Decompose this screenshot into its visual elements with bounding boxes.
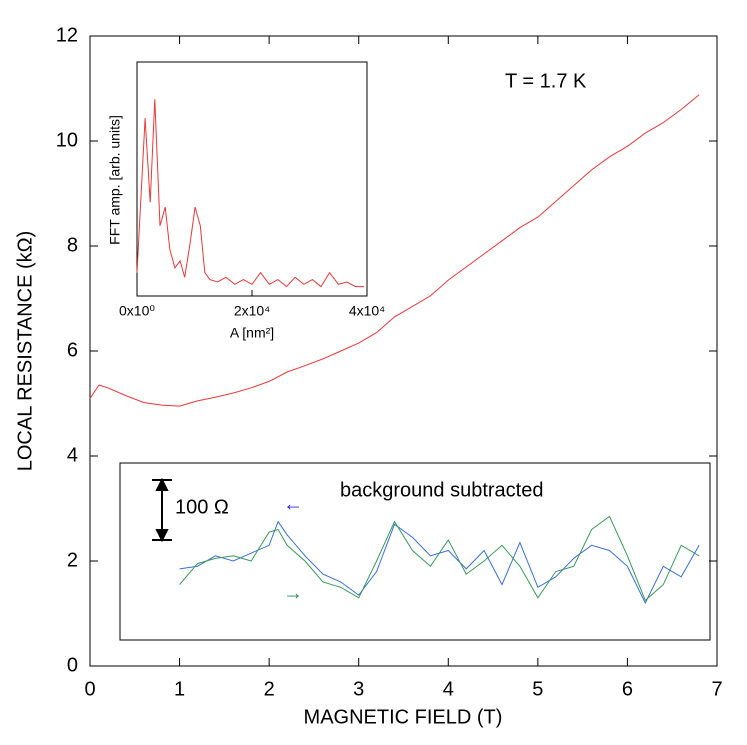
y-tick-label: 2 <box>67 549 78 571</box>
x-tick-label: 7 <box>711 678 722 700</box>
annotation: 100 Ω <box>175 496 229 518</box>
subtracted-inset-frame <box>119 462 711 641</box>
data-line <box>179 520 700 605</box>
y-tick-label: 0 <box>67 654 78 676</box>
annotation: T = 1.7 K <box>505 70 587 92</box>
y-tick-label: 8 <box>67 234 78 256</box>
x-tick-label: 4x10⁴ <box>349 303 385 319</box>
y-tick-label: 12 <box>56 24 78 46</box>
x-tick-label: 5 <box>532 678 543 700</box>
x-tick-label: 2 <box>264 678 275 700</box>
y-tick-label: 10 <box>56 129 78 151</box>
x-tick-label: 0x10⁰ <box>119 303 155 319</box>
annotation: → <box>283 582 303 604</box>
x-tick-label: 0 <box>84 678 95 700</box>
x-axis-label: MAGNETIC FIELD (T) <box>304 706 503 728</box>
plot-frame <box>89 35 718 667</box>
x-tick-label: 2x10⁴ <box>234 303 270 319</box>
scale-bar-arrowhead <box>155 529 169 543</box>
fft-inset-frame <box>136 61 368 297</box>
data-line <box>179 515 700 602</box>
y-axis-label: LOCAL RESISTANCE (kΩ) <box>14 231 36 472</box>
scale-bar <box>152 477 172 543</box>
y-tick-label: 4 <box>67 444 78 466</box>
data-line <box>89 94 700 407</box>
scale-bar-arrowhead <box>155 477 169 491</box>
inset-y-axis-label: FFT amp. [arb. units] <box>107 115 123 245</box>
inset-x-axis-label: A [nm²] <box>230 325 274 341</box>
x-tick-label: 3 <box>353 678 364 700</box>
annotation: background subtracted <box>340 479 543 501</box>
data-line <box>136 99 365 288</box>
annotation: ← <box>283 493 303 515</box>
x-tick-label: 6 <box>622 678 633 700</box>
x-tick-label: 1 <box>174 678 185 700</box>
x-tick-label: 4 <box>443 678 454 700</box>
y-tick-label: 6 <box>67 339 78 361</box>
